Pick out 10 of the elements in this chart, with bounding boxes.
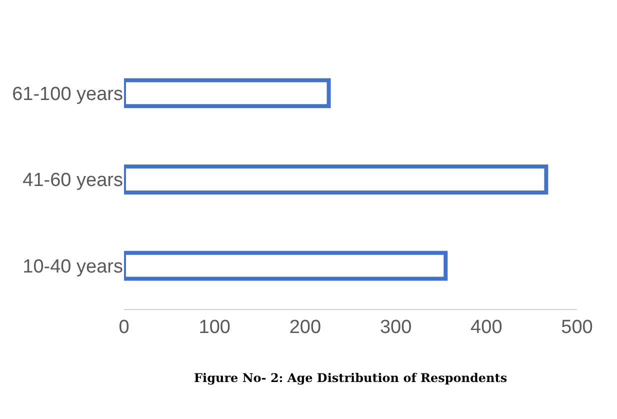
y-tick-label: 61-100 years <box>12 84 123 105</box>
y-tick-label: 41-60 years <box>22 170 123 192</box>
x-tick-label: 100 <box>198 316 230 338</box>
x-tick-label: 200 <box>289 316 322 338</box>
x-tick-label: 300 <box>380 316 412 338</box>
text: Figure No- 2: Age Distribution of Respondents <box>194 371 508 385</box>
y-tick-label: 10-40 years <box>22 256 123 278</box>
x-tick-label: 0 <box>118 316 130 338</box>
x-tick-label: 500 <box>561 316 593 338</box>
x-tick-label: 400 <box>470 316 502 338</box>
